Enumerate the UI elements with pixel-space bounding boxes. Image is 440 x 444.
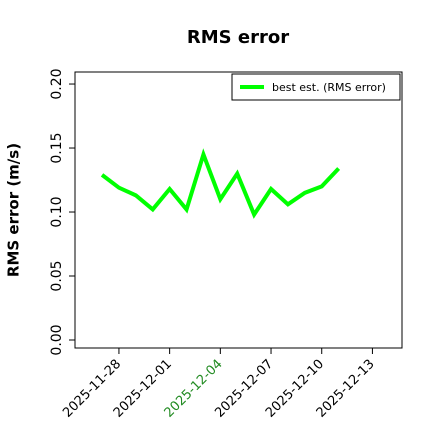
y-tick-label: 0.05	[49, 260, 65, 291]
chart-title: RMS error	[187, 27, 289, 48]
y-tick-label: 0.20	[49, 68, 65, 99]
y-tick-label: 0.15	[49, 132, 65, 163]
plot-frame	[74, 71, 403, 349]
y-axis-label: RMS error (m/s)	[5, 143, 23, 277]
y-tick-label: 0.10	[49, 196, 65, 227]
legend-label: best est. (RMS error)	[272, 81, 386, 94]
data-line	[100, 148, 341, 219]
y-tick-label: 0.00	[49, 324, 65, 355]
